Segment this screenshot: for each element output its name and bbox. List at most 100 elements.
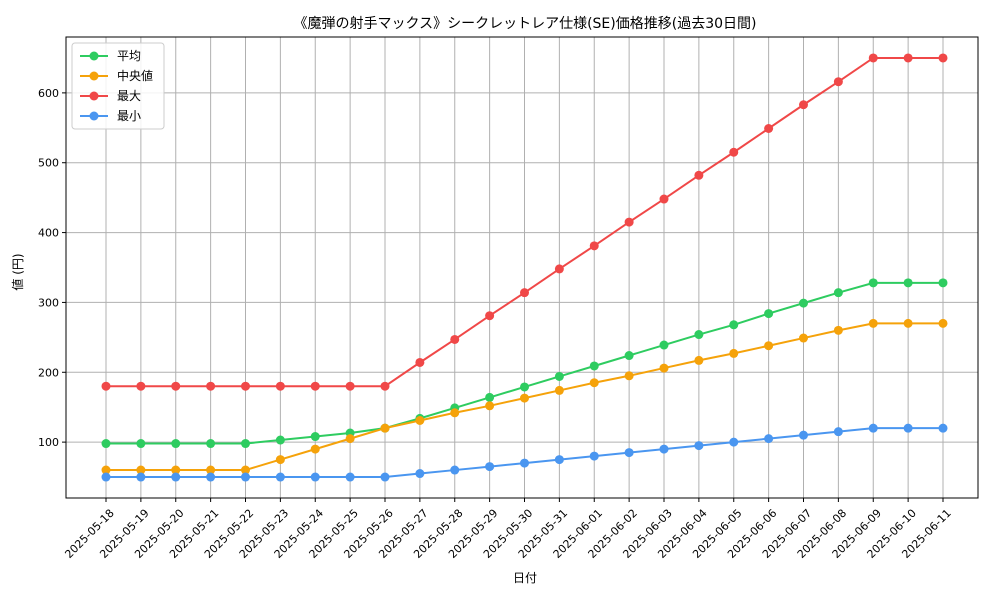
data-point [799, 430, 808, 440]
y-tick-label: 300 [38, 296, 59, 309]
legend-box [71, 42, 165, 130]
data-point [241, 439, 250, 449]
data-point [450, 334, 460, 344]
legend-label: 平均 [117, 49, 141, 63]
data-point [554, 371, 564, 381]
data-point [206, 465, 216, 475]
data-point [659, 444, 669, 454]
data-point [171, 472, 181, 482]
legend-item: 平均 [80, 49, 141, 63]
data-point [485, 392, 495, 402]
data-point [589, 378, 599, 388]
legend-item: 最大 [80, 89, 141, 103]
data-point [938, 423, 948, 433]
data-point [694, 330, 704, 340]
plot-frame [65, 36, 979, 499]
data-point [589, 361, 599, 371]
data-point [450, 408, 460, 418]
data-point [799, 298, 808, 308]
data-point [868, 53, 878, 63]
data-point [659, 340, 669, 350]
series-0 [101, 278, 948, 449]
data-point [415, 415, 425, 425]
data-point [310, 472, 320, 482]
data-point [764, 434, 774, 444]
data-point [624, 217, 634, 227]
data-point [903, 318, 913, 328]
data-point [171, 465, 181, 475]
data-point [694, 441, 704, 451]
data-point [938, 318, 948, 328]
data-point [520, 382, 529, 392]
data-point [345, 472, 355, 482]
data-point [868, 278, 878, 288]
data-point [903, 53, 913, 63]
data-point [520, 458, 529, 468]
data-point [624, 351, 634, 361]
data-point [764, 309, 774, 319]
data-point [729, 320, 739, 330]
data-point [520, 288, 529, 298]
data-point [380, 423, 390, 433]
data-point [136, 472, 146, 482]
y-tick-label: 600 [38, 87, 59, 100]
data-point [938, 278, 948, 288]
data-point [554, 455, 564, 465]
data-point [589, 451, 599, 461]
legend-item: 中央値 [80, 68, 153, 83]
data-point [729, 147, 739, 157]
data-point [520, 393, 529, 403]
data-point [380, 381, 390, 391]
series-1 [101, 318, 948, 475]
data-point [241, 465, 250, 475]
data-point [136, 381, 146, 391]
data-point [380, 472, 390, 482]
data-point [310, 381, 320, 391]
data-point [241, 472, 250, 482]
legend-marker [89, 91, 99, 101]
data-point [136, 465, 146, 475]
data-point [171, 381, 181, 391]
data-point [101, 465, 111, 475]
data-point [624, 371, 634, 381]
legend-item: 最小 [80, 109, 141, 123]
data-point [275, 455, 285, 465]
data-point [101, 439, 111, 449]
legend-marker [89, 71, 99, 81]
data-point [729, 437, 739, 447]
y-tick-label: 200 [38, 366, 59, 379]
data-point [903, 278, 913, 288]
legend-marker [89, 111, 99, 121]
data-point [171, 439, 181, 449]
data-point [903, 423, 913, 433]
data-point [729, 348, 739, 358]
data-point [275, 435, 285, 445]
data-point [345, 434, 355, 444]
data-point [206, 472, 216, 482]
data-point [101, 381, 111, 391]
y-tick-label: 400 [38, 227, 59, 240]
data-point [275, 381, 285, 391]
data-point [624, 448, 634, 458]
data-point [833, 427, 843, 437]
data-point [241, 381, 250, 391]
data-point [868, 318, 878, 328]
data-point [764, 124, 774, 134]
data-point [450, 465, 460, 475]
data-point [206, 439, 216, 449]
data-point [868, 423, 878, 433]
data-point [101, 472, 111, 482]
data-point [415, 469, 425, 479]
data-point [833, 77, 843, 87]
series-layer [101, 53, 948, 482]
grid [66, 37, 978, 498]
data-point [938, 53, 948, 63]
data-point [799, 100, 808, 110]
y-tick-label: 100 [38, 436, 59, 449]
data-point [659, 363, 669, 373]
data-point [345, 381, 355, 391]
data-point [694, 355, 704, 365]
